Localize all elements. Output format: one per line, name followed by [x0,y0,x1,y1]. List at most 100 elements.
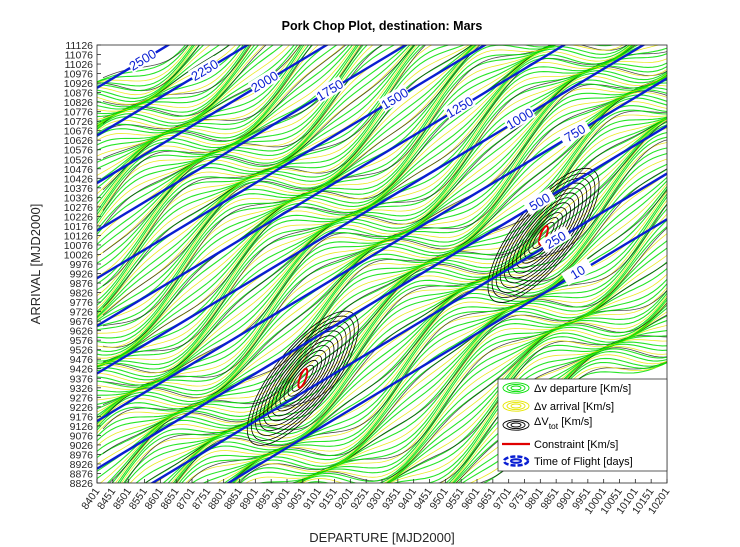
constraint-loop [538,224,549,246]
contour-line [97,45,253,126]
contour-loop [499,182,588,289]
contour-line [97,94,667,423]
contour-loop [250,315,355,441]
y-tick-label: 9876 [70,278,94,290]
legend-swatch [510,422,522,428]
contour-line [97,45,555,334]
y-tick-label: 9976 [70,259,94,271]
contour-loop [283,355,323,402]
contour-line [97,45,557,325]
contour-line [234,254,667,483]
contour-line [97,45,631,356]
legend-swatch [510,458,522,464]
tof-line [97,45,567,327]
contour-line [97,45,221,108]
y-tick-label: 10376 [64,183,93,195]
contour-line [97,45,416,271]
legend-swatch [502,400,530,412]
constraint-loop [297,367,309,389]
legend-label: Constraint [Km/s] [534,439,618,451]
contour-line [102,45,481,316]
contour-line [388,325,667,483]
contour-line [97,45,205,103]
contour-line [97,45,247,120]
y-tick-label: 10976 [64,69,93,81]
contour-line [386,307,667,483]
contour-line [386,315,667,483]
contour-line [97,45,360,215]
y-tick-label: 9826 [70,288,94,300]
contour-line [97,45,256,127]
y-tick-label: 8976 [70,449,94,461]
tof-line [97,45,646,375]
chart-title: Pork Chop Plot, destination: Mars [282,19,483,33]
contour-line [97,45,338,189]
contour-line [97,45,632,359]
contour-line [108,120,667,483]
tof-label-bg [442,93,476,121]
y-tick-label: 9676 [70,316,94,328]
y-tick-label: 8826 [70,478,94,490]
contour-line [450,346,667,483]
legend-swatch [502,419,530,431]
tof-label-bg [561,258,594,286]
contour-line [187,203,667,483]
contour-loop [263,330,343,427]
legend-label: Δv departure [Km/s] [534,383,631,395]
contour-line [97,45,244,118]
contour-line [97,45,473,312]
contour-line [97,45,310,163]
contour-line [97,45,478,319]
contour-line [102,45,636,362]
y-tick-label: 9076 [70,430,94,442]
y-tick-label: 10126 [64,230,93,242]
tof-label-bg [247,67,281,96]
contour-line [97,45,555,339]
y-tick-label: 8876 [70,468,94,480]
contour-line [97,45,328,183]
contour-line [227,226,667,483]
contour-line [97,45,616,344]
contour-line [111,124,667,483]
contour-line [426,335,667,483]
contour-line [102,45,267,124]
contour-line [102,90,667,419]
contour-line [97,45,284,131]
contour-line [97,45,356,209]
contour-line [448,343,667,483]
contour-line [119,136,667,483]
contour-line [135,163,667,483]
contour-line [451,348,667,483]
y-tick-label: 9926 [70,269,94,281]
contour-line [461,361,667,483]
contour-line [162,176,667,483]
contour-loop [267,335,339,422]
contour-line [97,45,274,129]
contour-line [97,45,350,200]
tof-line [97,45,409,232]
contour-line [455,347,667,483]
y-tick-label: 9776 [70,297,94,309]
tof-line [97,45,488,280]
legend-swatch [506,420,526,430]
legend-label-part: tot [549,421,559,431]
contour-line [291,289,667,483]
tof-line [150,172,667,483]
y-tick-label: 9126 [70,421,94,433]
contour-line [102,45,231,106]
contour-line [97,45,345,195]
contour-line [457,357,667,483]
contour-line [97,74,667,386]
contour-line [144,168,667,483]
contour-line [97,45,194,87]
contour-line [97,45,266,128]
contour-line [97,45,556,331]
contour-line [386,311,667,483]
y-tick-label: 9426 [70,364,94,376]
contour-line [185,199,667,483]
contour-line [102,45,473,308]
legend-box [497,378,668,472]
tof-label: 10 [568,262,588,282]
y-tick-label: 11076 [65,50,94,62]
